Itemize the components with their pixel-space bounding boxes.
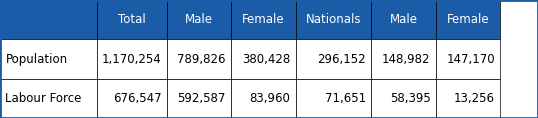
Text: Labour Force: Labour Force [5,92,82,105]
Text: 592,587: 592,587 [178,92,226,105]
Text: 83,960: 83,960 [250,92,291,105]
Bar [371,39,436,79]
Bar [371,0,436,39]
Bar [167,0,231,39]
Bar [167,79,231,118]
Bar [0,79,97,118]
Text: Total: Total [118,13,146,26]
Bar [296,39,371,79]
Text: 789,826: 789,826 [178,53,226,65]
Text: 676,547: 676,547 [113,92,161,105]
Text: 148,982: 148,982 [382,53,430,65]
Bar [296,0,371,39]
Bar [296,79,371,118]
Bar [231,0,296,39]
Bar [231,39,296,79]
Text: 147,170: 147,170 [447,53,495,65]
Bar [371,79,436,118]
Text: Population: Population [5,53,67,65]
Text: Male: Male [390,13,417,26]
Bar [436,79,500,118]
Bar [167,39,231,79]
Text: 71,651: 71,651 [325,92,366,105]
Bar [97,0,167,39]
Bar [231,79,296,118]
Bar [97,39,167,79]
Bar [97,79,167,118]
Text: 296,152: 296,152 [317,53,366,65]
Bar [436,0,500,39]
Text: 380,428: 380,428 [242,53,291,65]
Text: 58,395: 58,395 [390,92,430,105]
Bar [0,0,97,39]
Text: 1,170,254: 1,170,254 [102,53,161,65]
Text: Nationals: Nationals [306,13,362,26]
Text: Female: Female [447,13,490,26]
Bar [0,39,97,79]
Text: 13,256: 13,256 [454,92,495,105]
Bar [436,39,500,79]
Text: Male: Male [185,13,213,26]
Text: Female: Female [242,13,285,26]
